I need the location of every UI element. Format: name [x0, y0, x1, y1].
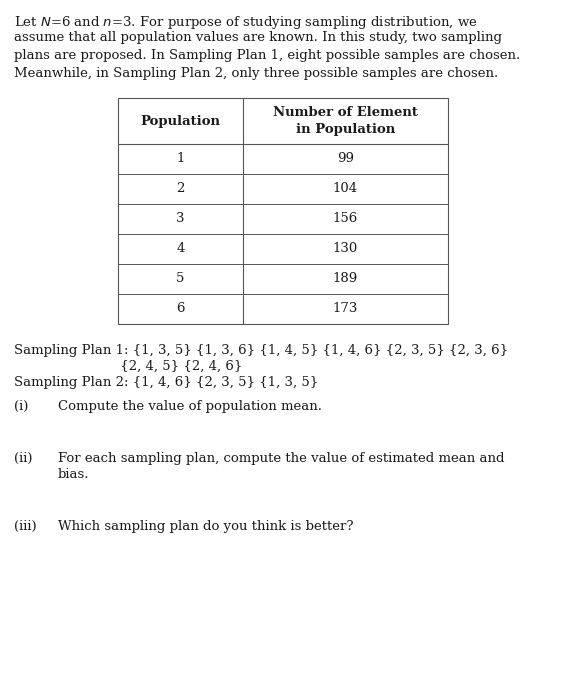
- Text: 99: 99: [337, 152, 354, 166]
- Text: Compute the value of population mean.: Compute the value of population mean.: [58, 400, 322, 413]
- Text: For each sampling plan, compute the value of estimated mean and: For each sampling plan, compute the valu…: [58, 452, 505, 465]
- Text: 4: 4: [176, 243, 185, 256]
- Text: 104: 104: [333, 182, 358, 195]
- Text: bias.: bias.: [58, 468, 89, 481]
- Text: (ii): (ii): [14, 452, 33, 465]
- Text: 130: 130: [333, 243, 358, 256]
- Text: 1: 1: [176, 152, 185, 166]
- Text: Which sampling plan do you think is better?: Which sampling plan do you think is bett…: [58, 520, 354, 533]
- Text: Population: Population: [141, 114, 220, 128]
- Text: Sampling Plan 1: {1, 3, 5} {1, 3, 6} {1, 4, 5} {1, 4, 6} {2, 3, 5} {2, 3, 6}: Sampling Plan 1: {1, 3, 5} {1, 3, 6} {1,…: [14, 344, 508, 357]
- Text: 189: 189: [333, 272, 358, 286]
- Text: plans are proposed. In Sampling Plan 1, eight possible samples are chosen.: plans are proposed. In Sampling Plan 1, …: [14, 49, 520, 62]
- Text: (i): (i): [14, 400, 28, 413]
- Text: Number of Element
in Population: Number of Element in Population: [273, 106, 418, 136]
- Text: 2: 2: [176, 182, 185, 195]
- Text: 5: 5: [176, 272, 185, 286]
- Text: 6: 6: [176, 303, 185, 315]
- Text: 3: 3: [176, 213, 185, 225]
- Text: 173: 173: [333, 303, 358, 315]
- Text: 156: 156: [333, 213, 358, 225]
- Text: {2, 4, 5} {2, 4, 6}: {2, 4, 5} {2, 4, 6}: [14, 360, 242, 373]
- Text: Let $N$=6 and $n$=3. For purpose of studying sampling distribution, we: Let $N$=6 and $n$=3. For purpose of stud…: [14, 14, 478, 31]
- Text: assume that all population values are known. In this study, two sampling: assume that all population values are kn…: [14, 31, 502, 44]
- Text: (iii): (iii): [14, 520, 37, 533]
- Text: Meanwhile, in Sampling Plan 2, only three possible samples are chosen.: Meanwhile, in Sampling Plan 2, only thre…: [14, 67, 498, 80]
- Text: Sampling Plan 2: {1, 4, 6} {2, 3, 5} {1, 3, 5}: Sampling Plan 2: {1, 4, 6} {2, 3, 5} {1,…: [14, 376, 318, 389]
- Bar: [118, 98, 448, 324]
